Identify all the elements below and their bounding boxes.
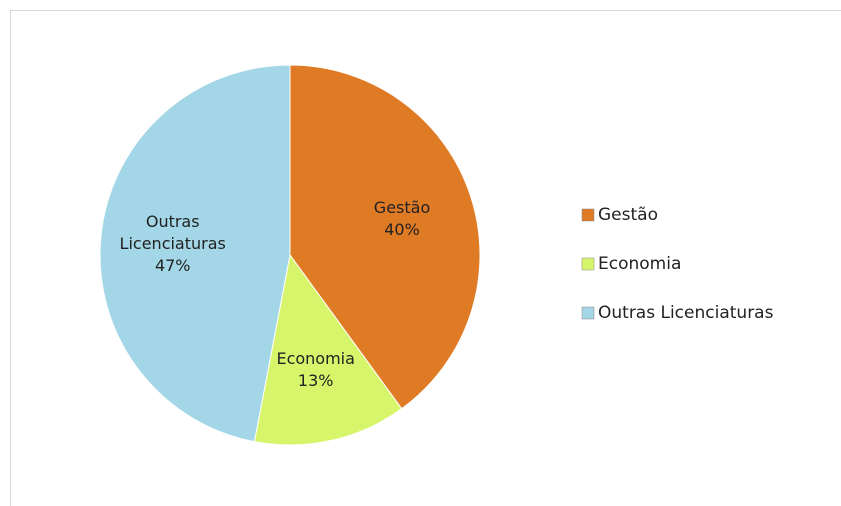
data-label-value: 47% xyxy=(154,255,191,275)
legend-swatch xyxy=(581,208,595,222)
data-label-value: 40% xyxy=(384,219,420,239)
data-label-value: 13% xyxy=(297,370,334,390)
chart-frame xyxy=(10,10,841,506)
data-label-category: Gestão xyxy=(373,197,431,217)
legend-swatch xyxy=(581,306,595,320)
pie-slice xyxy=(253,253,403,446)
legend-label: Outras Licenciaturas xyxy=(598,303,774,323)
data-label: Outras Licenciaturas 47% xyxy=(111,211,235,277)
legend-label: Gestão xyxy=(598,205,658,225)
pie-slice xyxy=(289,64,481,410)
data-label-category: Economia xyxy=(276,348,355,368)
data-label: Economia 13% xyxy=(254,348,378,392)
pie-slice xyxy=(99,64,291,443)
data-label: Gestão 40% xyxy=(340,197,464,241)
legend-label: Economia xyxy=(598,254,682,274)
data-label-category: Outras Licenciaturas xyxy=(119,211,226,253)
legend-swatch xyxy=(581,257,595,271)
